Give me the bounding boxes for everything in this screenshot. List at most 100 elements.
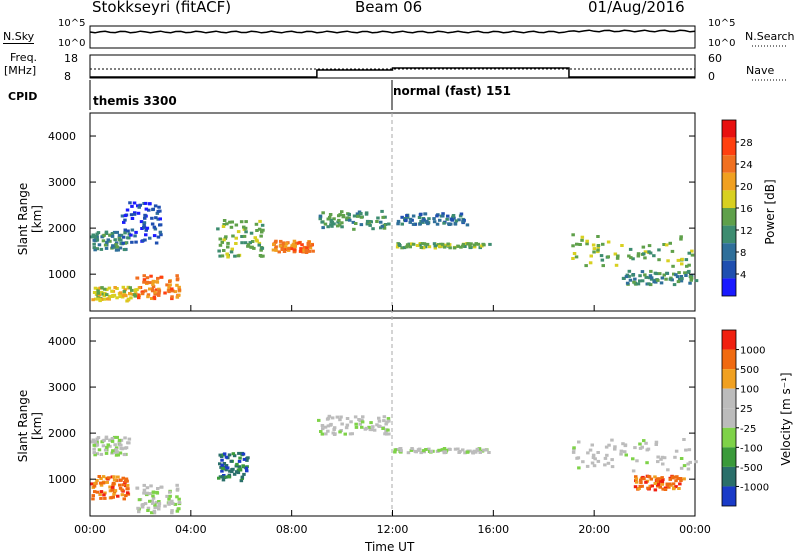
velocity-cell bbox=[120, 493, 125, 497]
power-cell bbox=[620, 244, 624, 247]
power-cell bbox=[340, 210, 344, 214]
velocity-cell bbox=[92, 484, 97, 488]
power-cell bbox=[642, 252, 646, 256]
power-cell bbox=[405, 243, 410, 247]
power-cell bbox=[113, 238, 117, 242]
power-cell bbox=[142, 280, 146, 284]
power-cell bbox=[676, 258, 681, 262]
velocity-cell bbox=[102, 438, 106, 442]
velocity-cell bbox=[427, 447, 431, 451]
power-cell bbox=[684, 258, 689, 262]
velocity-cell bbox=[115, 479, 119, 483]
velocity-cell bbox=[170, 499, 174, 503]
velocity-cell bbox=[114, 448, 118, 452]
velocity-cell bbox=[124, 484, 128, 488]
power-cell bbox=[218, 254, 222, 258]
power-cell bbox=[250, 240, 255, 243]
power-cell bbox=[636, 254, 641, 258]
power-cell bbox=[258, 254, 263, 257]
power-cell bbox=[121, 235, 126, 239]
power-cell bbox=[171, 289, 175, 293]
velocity-cell bbox=[116, 453, 120, 457]
velocity-cell bbox=[157, 500, 161, 503]
power-cell bbox=[100, 286, 104, 290]
power-cell bbox=[234, 242, 238, 245]
power-cell bbox=[259, 248, 263, 252]
power-cell bbox=[137, 205, 141, 209]
power-cell bbox=[246, 243, 251, 247]
velocity-cell bbox=[104, 435, 109, 439]
power-cell bbox=[648, 283, 653, 287]
velocity-cell bbox=[222, 452, 227, 456]
velocity-cell bbox=[585, 464, 590, 468]
power-cell bbox=[670, 278, 674, 282]
power-cell bbox=[168, 283, 172, 287]
power-cell bbox=[151, 279, 156, 283]
power-cell bbox=[649, 276, 654, 280]
velocity-cell bbox=[603, 463, 607, 467]
velocity-cell bbox=[571, 450, 576, 454]
power-cell bbox=[216, 227, 220, 231]
velocity-cell bbox=[224, 455, 229, 459]
power-cell bbox=[248, 241, 252, 245]
power-cell bbox=[380, 224, 385, 228]
velocity-cell bbox=[168, 490, 172, 494]
velocity-cell bbox=[99, 490, 104, 494]
velocity-cell bbox=[644, 441, 648, 445]
velocity-cell bbox=[349, 420, 353, 424]
power-cell bbox=[345, 218, 349, 222]
power-cell bbox=[148, 281, 152, 285]
power-cell bbox=[433, 246, 438, 250]
power-cell bbox=[240, 241, 244, 245]
power-cell bbox=[337, 218, 341, 222]
velocity-cell bbox=[171, 502, 175, 505]
velocity-cell bbox=[93, 490, 97, 494]
power-cell bbox=[123, 241, 127, 245]
velocity-cell bbox=[93, 482, 97, 486]
power-cell bbox=[687, 251, 691, 255]
power-cell bbox=[400, 215, 404, 219]
velocity-cell bbox=[117, 440, 122, 444]
velocity-cell bbox=[227, 453, 232, 457]
velocity-cell bbox=[656, 460, 660, 464]
velocity-cell bbox=[385, 420, 389, 424]
power-cell bbox=[654, 272, 659, 276]
power-cell bbox=[686, 270, 690, 274]
velocity-cell bbox=[686, 467, 691, 471]
velocity-cell bbox=[644, 480, 648, 484]
power-cell bbox=[155, 280, 160, 284]
velocity-cell bbox=[157, 507, 161, 511]
velocity-cell bbox=[676, 477, 680, 481]
velocity-cell bbox=[90, 482, 94, 486]
power-cell bbox=[95, 232, 99, 236]
power-cell bbox=[105, 293, 109, 297]
velocity-cell bbox=[108, 438, 112, 442]
power-cell bbox=[676, 280, 681, 284]
freq-tick-bottom: 8 bbox=[64, 70, 71, 83]
velocity-cell bbox=[98, 493, 102, 496]
power-cell bbox=[308, 246, 313, 250]
velocity-cell bbox=[639, 478, 643, 482]
power-cell bbox=[638, 279, 642, 283]
velocity-cell bbox=[655, 480, 660, 484]
velocity-cell bbox=[221, 478, 226, 482]
velocity-cell bbox=[151, 496, 156, 500]
velocity-cell bbox=[110, 437, 115, 440]
power-cell bbox=[592, 250, 596, 254]
power-cell bbox=[177, 293, 181, 297]
velocity-cell bbox=[375, 423, 379, 427]
power-cell bbox=[159, 233, 163, 237]
power-cell bbox=[128, 292, 132, 295]
power-cell bbox=[304, 248, 308, 252]
power-cell bbox=[627, 274, 631, 278]
power-cell bbox=[643, 256, 647, 260]
power-cell bbox=[156, 217, 160, 221]
power-cell bbox=[689, 278, 693, 282]
power-cell bbox=[101, 239, 106, 243]
power-cell bbox=[666, 259, 670, 263]
power-cell bbox=[432, 217, 436, 221]
velocity-cell bbox=[657, 477, 661, 481]
power-cell bbox=[96, 291, 100, 295]
power-cell bbox=[329, 223, 333, 227]
power-cell bbox=[606, 240, 611, 244]
